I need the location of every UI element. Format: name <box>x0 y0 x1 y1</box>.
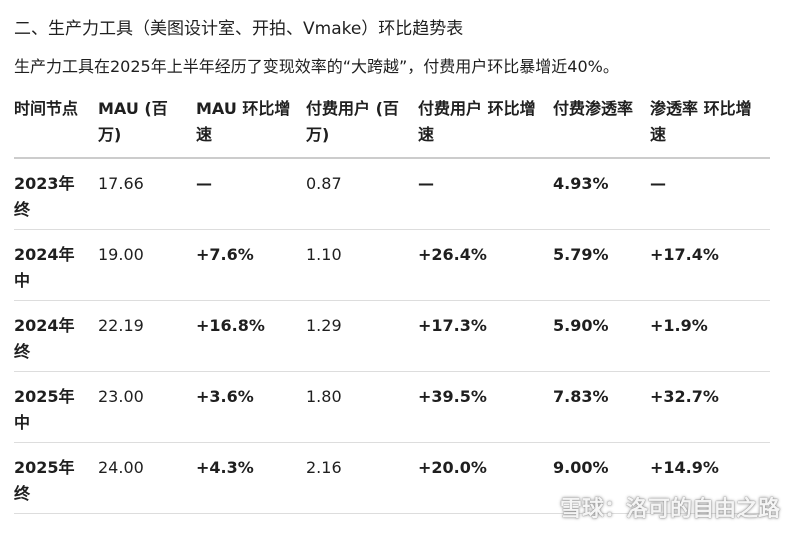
table-cell: 5.90% <box>553 300 650 372</box>
subtitle: 生产力工具在2025年上半年经历了变现效率的“大跨越”，付费用户环比暴增近40%… <box>14 57 619 76</box>
table-cell: — <box>196 158 306 230</box>
table-cell: 2.16 <box>306 442 418 514</box>
table-cell: +1.9% <box>650 300 770 372</box>
header-cell: MAU (百万) <box>98 92 196 159</box>
header-cell: 渗透率 环比增速 <box>650 92 770 159</box>
table-cell: 9.00% <box>553 442 650 514</box>
header-cell: 付费渗透率 <box>553 92 650 159</box>
table-cell: 7.83% <box>553 371 650 443</box>
table-cell: 0.87 <box>306 158 418 230</box>
watermark: 雪球：洛可的自由之路 <box>559 497 780 522</box>
table-cell: 1.29 <box>306 300 418 372</box>
table-body: 2023年终 17.66—0.87—4.93% —2024年中 19.00 +7.6% 1… <box>14 158 770 514</box>
table-row: 2024年终 22.19 +16.8% 1.29 +17.3% 5.90% +1.9% <box>14 300 770 372</box>
table-cell: 24.00 <box>98 442 196 514</box>
table-cell: +17.4% <box>650 229 770 301</box>
table-cell: +20.0% <box>418 442 553 514</box>
table-cell: +7.6% <box>196 229 306 301</box>
table-cell: 2024年中 <box>14 229 98 301</box>
table-cell: +4.3% <box>196 442 306 514</box>
table-row: 2025年终 24.00 +4.3% 2.16 +20.0% 9.00% +14.9% <box>14 442 770 514</box>
header-cell: 付费用户 (百万) <box>306 92 418 159</box>
table-cell: 2025年中 <box>14 371 98 443</box>
table-cell: — <box>650 158 770 230</box>
table-cell: +3.6% <box>196 371 306 443</box>
table-cell: 17.66 <box>98 158 196 230</box>
table-cell: +39.5% <box>418 371 553 443</box>
table-cell: 2024年终 <box>14 300 98 372</box>
header-cell: 付费用户 环比增速 <box>418 92 553 159</box>
table-cell: 2023年终 <box>14 158 98 230</box>
title: 二、生产力工具（美图设计室、开拍、Vmake）环比趋势表 <box>14 19 464 39</box>
table-row: 2024年中 19.00 +7.6% 1.10 +26.4% 5.79% +17.4% <box>14 229 770 301</box>
trend-table: 时间节点 MAU (百万) MAU 环比增速 付费用户 (百万) 付费用户 环比增速 付费… <box>14 92 770 514</box>
table-cell: 4.93% <box>553 158 650 230</box>
table-cell: 2025年终 <box>14 442 98 514</box>
table-cell: +26.4% <box>418 229 553 301</box>
table-cell: 19.00 <box>98 229 196 301</box>
table-cell: 1.10 <box>306 229 418 301</box>
table-row: 2023年终 17.66—0.87—4.93% — <box>14 158 770 230</box>
table-cell: 23.00 <box>98 371 196 443</box>
table-cell: 22.19 <box>98 300 196 372</box>
table-cell: +16.8% <box>196 300 306 372</box>
table-cell: 1.80 <box>306 371 418 443</box>
header-cell: 时间节点 <box>14 92 98 159</box>
table-cell: +14.9% <box>650 442 770 514</box>
header-row: 时间节点 MAU (百万) MAU 环比增速 付费用户 (百万) 付费用户 环比增速 付费… <box>14 92 770 159</box>
table-cell: 5.79% <box>553 229 650 301</box>
table-cell: — <box>418 158 553 230</box>
table-cell: +32.7% <box>650 371 770 443</box>
header-cell: MAU 环比增速 <box>196 92 306 159</box>
table-cell: +17.3% <box>418 300 553 372</box>
table-row: 2025年中 23.00 +3.6% 1.80 +39.5% 7.83% +32.7% <box>14 371 770 443</box>
